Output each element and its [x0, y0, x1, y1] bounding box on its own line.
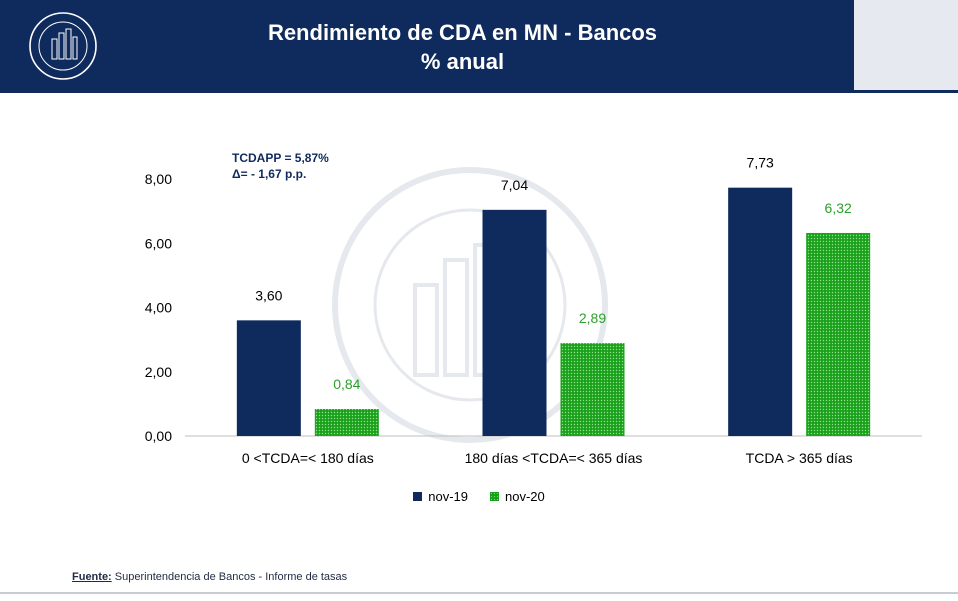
- legend-item-nov-19: nov-19: [413, 489, 468, 504]
- data-label-nov-19-1: 7,04: [501, 177, 528, 193]
- annotation-line-1: TCDAPP = 5,87%: [232, 151, 329, 165]
- bar-nov-19-0: [236, 320, 301, 436]
- source-note: Fuente: Superintendencia de Bancos - Inf…: [72, 571, 347, 583]
- legend-label-nov-20: nov-20: [505, 489, 545, 504]
- bar-nov-19-2: [728, 187, 793, 436]
- chart-legend: nov-19 nov-20: [0, 489, 958, 504]
- bottom-divider: [0, 592, 958, 594]
- page-title: Rendimiento de CDA en MN - Bancos % anua…: [0, 18, 925, 76]
- banco-central-seal-icon: [29, 12, 97, 80]
- title-line-1: Rendimiento de CDA en MN - Bancos: [267, 20, 658, 45]
- x-tick-label-0: 0 <TCDA=< 180 días: [242, 450, 374, 466]
- bar-nov-20-2: [806, 232, 871, 436]
- header-divider: [0, 90, 958, 93]
- y-tick-label: 4,00: [145, 300, 172, 316]
- annotation-line-2: Δ= - 1,67 p.p.: [232, 167, 307, 181]
- y-tick-label: 6,00: [145, 235, 172, 251]
- legend-swatch-nov-20: [490, 492, 499, 501]
- legend-item-nov-20: nov-20: [490, 489, 545, 504]
- title-line-2: % anual: [420, 49, 505, 74]
- y-tick-label: 2,00: [145, 364, 172, 380]
- data-label-nov-19-2: 7,73: [747, 155, 774, 171]
- source-text: Superintendencia de Bancos - Informe de …: [111, 571, 348, 583]
- header-bar: [0, 0, 854, 90]
- legend-swatch-nov-19: [413, 492, 423, 501]
- bar-nov-20-1: [560, 343, 625, 436]
- legend-label-nov-19: nov-19: [428, 489, 468, 504]
- data-label-nov-20-0: 0,84: [333, 376, 360, 392]
- x-tick-label-1: 180 días <TCDA=< 365 días: [465, 450, 643, 466]
- header-side-panel: [854, 0, 958, 90]
- y-tick-label: 0,00: [145, 428, 172, 444]
- source-label: Fuente:: [72, 571, 112, 583]
- tcdapp-annotation: TCDAPP = 5,87% Δ= - 1,67 p.p.: [232, 150, 329, 182]
- data-label-nov-20-2: 6,32: [825, 200, 852, 216]
- y-tick-label: 8,00: [145, 171, 172, 187]
- bar-nov-20-0: [314, 409, 379, 436]
- bar-nov-19-1: [482, 209, 547, 436]
- data-label-nov-20-1: 2,89: [579, 310, 606, 326]
- x-tick-label-2: TCDA > 365 días: [746, 450, 853, 466]
- data-label-nov-19-0: 3,60: [255, 287, 282, 303]
